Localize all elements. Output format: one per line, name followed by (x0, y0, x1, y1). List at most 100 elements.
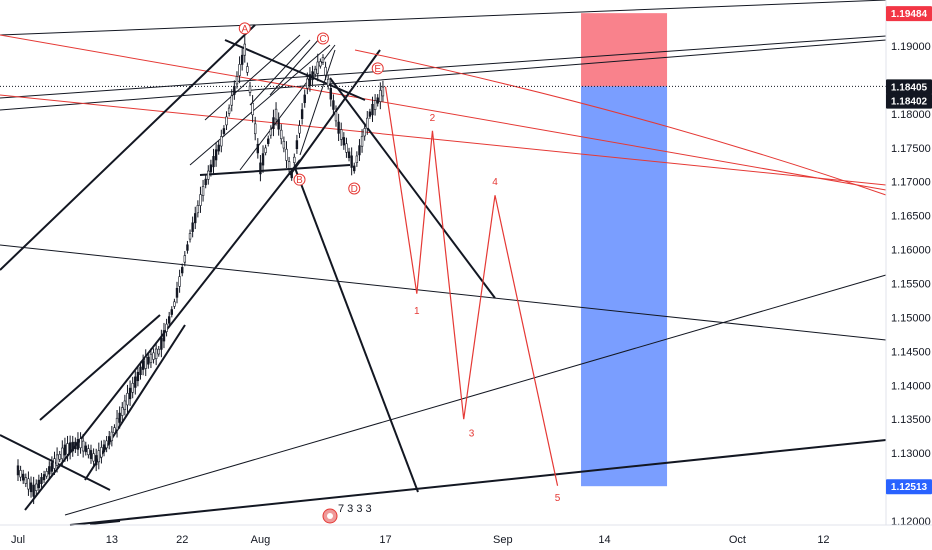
time-tick-label: Jul (11, 534, 25, 546)
range-bottom-line[interactable] (199, 164, 351, 176)
candle-body (295, 140, 299, 149)
inner-channel-line[interactable] (269, 37, 321, 96)
candle-body (342, 137, 346, 146)
inner-channel-line[interactable] (299, 49, 336, 156)
candle-body (290, 172, 293, 179)
price-tick-label: 1.13500 (891, 414, 931, 426)
candle-body (175, 287, 179, 298)
candle-body (157, 348, 160, 355)
candle-body (123, 400, 127, 410)
event-marker[interactable]: 7 3 3 3 (322, 503, 372, 524)
base-support-line[interactable] (69, 439, 887, 526)
candle-body (173, 301, 176, 307)
stop-loss-zone[interactable] (581, 13, 668, 87)
candle-body (227, 107, 231, 114)
take-profit-zone[interactable] (581, 86, 668, 487)
candle-body (181, 267, 184, 274)
red-mid-line[interactable] (0, 94, 887, 186)
price-tick-label: 1.12000 (891, 516, 931, 528)
bottom-short-line[interactable] (89, 520, 121, 525)
red-curve-line[interactable] (354, 49, 887, 196)
candle-body (334, 111, 338, 122)
declining-support-line[interactable] (0, 244, 887, 341)
candle-body (214, 149, 218, 161)
inner-channel-line[interactable] (189, 44, 331, 166)
candle-body (363, 128, 366, 137)
price-tick-label: 1.13000 (891, 448, 931, 460)
candle-body (81, 440, 85, 452)
inner-channel-line[interactable] (249, 39, 311, 106)
candle-body (84, 445, 87, 453)
candle-body (293, 156, 296, 163)
channel-line-lower[interactable] (0, 35, 887, 99)
price-tick-label: 1.14000 (891, 380, 931, 392)
candle-body (379, 90, 382, 102)
elliott-projection-line[interactable] (384, 86, 559, 486)
candle-body (277, 119, 280, 130)
candle-body (220, 136, 223, 147)
candle-body (321, 57, 325, 63)
channel-line-upper[interactable] (0, 39, 887, 111)
price-axis[interactable]: 1.19000 1.18000 1.17500 1.17000 1.16500 1.160… (891, 41, 931, 528)
wave-label-circle (238, 22, 251, 35)
price-badge-label: 1.12513 (891, 482, 928, 493)
candle-body (373, 100, 377, 110)
candle-body (110, 431, 114, 442)
candle-body (238, 64, 241, 76)
candle-body (53, 458, 56, 469)
candle-body (209, 164, 213, 173)
projection-path[interactable] (384, 86, 559, 486)
price-tick-label: 1.19000 (891, 41, 931, 53)
candle-body (371, 103, 374, 116)
trendlines[interactable] (0, 0, 887, 526)
wave-labels: A B C D E 1 2 3 4 5 (238, 22, 561, 504)
time-axis[interactable]: Jul 13 22 Aug 17 Sep 14 Oct 12 (0, 524, 932, 546)
candle-body (332, 100, 335, 110)
candle-body (256, 143, 260, 154)
candle-body (381, 86, 385, 97)
red-resistance-line[interactable] (0, 34, 887, 191)
candle-body (188, 233, 192, 240)
candle-body (196, 205, 200, 214)
candle-body (280, 129, 283, 140)
candle-body (358, 145, 361, 156)
candle-body (287, 161, 291, 169)
price-tick-label: 1.15500 (891, 279, 931, 291)
candle-body (225, 116, 228, 126)
candle-body (272, 117, 275, 129)
inner-channel-line[interactable] (204, 34, 301, 121)
time-tick-label: Aug (251, 534, 271, 546)
candle-body (108, 436, 111, 445)
candle-body (167, 316, 171, 324)
price-badge (886, 6, 932, 22)
candle-body (87, 448, 90, 456)
upper-resistance-line[interactable] (0, 0, 887, 36)
candle-body (350, 155, 353, 168)
candle-body (345, 143, 348, 153)
candle-body (68, 442, 72, 454)
event-marker-dot (327, 513, 333, 519)
candle-body (285, 148, 288, 161)
candle-body (92, 453, 95, 462)
candle-body (194, 213, 197, 224)
long-rising-line[interactable] (64, 274, 887, 516)
candle-body (58, 454, 61, 460)
candle-body (19, 470, 22, 478)
wave-label: 3 (469, 428, 475, 439)
candle-body (199, 194, 202, 206)
price-badge-label: 1.18402 (891, 97, 928, 108)
candle-body (240, 54, 244, 65)
position-zones[interactable] (581, 13, 668, 487)
corrective-line-down[interactable] (329, 77, 496, 299)
range-top-line[interactable] (224, 39, 366, 101)
wedge-left-outer[interactable] (0, 24, 256, 271)
candle-body (308, 74, 312, 86)
price-badge (886, 93, 932, 109)
impulse-line-down[interactable] (294, 167, 419, 493)
candle-body (212, 156, 215, 168)
price-badges: 1.19484 1.18405 1.18402 1.12513 (886, 6, 932, 495)
candle-body (264, 147, 267, 153)
price-tick-label: 1.15000 (891, 312, 931, 324)
rising-channel-top[interactable] (39, 314, 161, 421)
